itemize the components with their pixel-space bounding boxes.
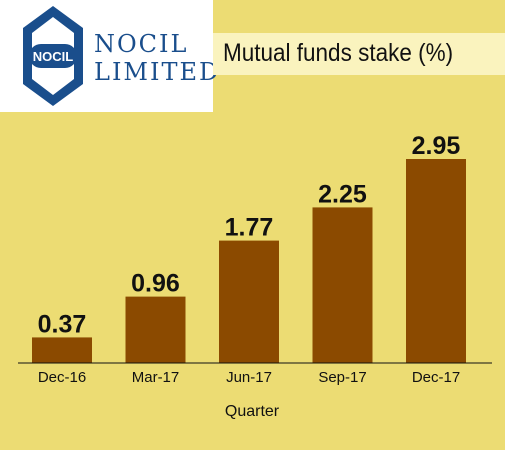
chart-title: Mutual funds stake (%): [223, 39, 454, 67]
data-label-dec-16: 0.37: [38, 310, 87, 338]
logo-name-line2: LIMITED: [94, 58, 221, 86]
bar-sep-17: [312, 207, 373, 363]
data-label-sep-17: 2.25: [318, 180, 367, 208]
logo-name-line1: NOCIL: [94, 30, 189, 58]
bar-dec-16: [32, 337, 92, 363]
company-logo: NOCIL NOCIL LIMITED: [0, 0, 218, 112]
tick-label-sep-17: Sep-17: [318, 369, 366, 386]
logo-badge-text: NOCIL: [33, 49, 74, 64]
data-label-dec-17: 2.95: [412, 132, 461, 160]
tick-label-dec-16: Dec-16: [38, 369, 86, 386]
tick-label-mar-17: Mar-17: [132, 369, 180, 386]
category-labels: Dec-16 Mar-17 Jun-17 Sep-17 Dec-17: [38, 369, 460, 386]
x-axis-label: Quarter: [225, 403, 280, 420]
tick-label-dec-17: Dec-17: [412, 369, 460, 386]
bar-jun-17: [219, 240, 279, 363]
tick-label-jun-17: Jun-17: [226, 369, 272, 386]
bar-mar-17: [125, 296, 186, 363]
bar-dec-17: [406, 159, 466, 363]
chart-title-banner: Mutual funds stake (%): [213, 33, 505, 75]
bars-group: 0.37 0.96 1.77 2.25 2.95: [32, 132, 466, 363]
nocil-badge-icon: NOCIL: [23, 6, 83, 106]
data-label-jun-17: 1.77: [225, 214, 274, 242]
data-label-mar-17: 0.96: [131, 270, 180, 298]
